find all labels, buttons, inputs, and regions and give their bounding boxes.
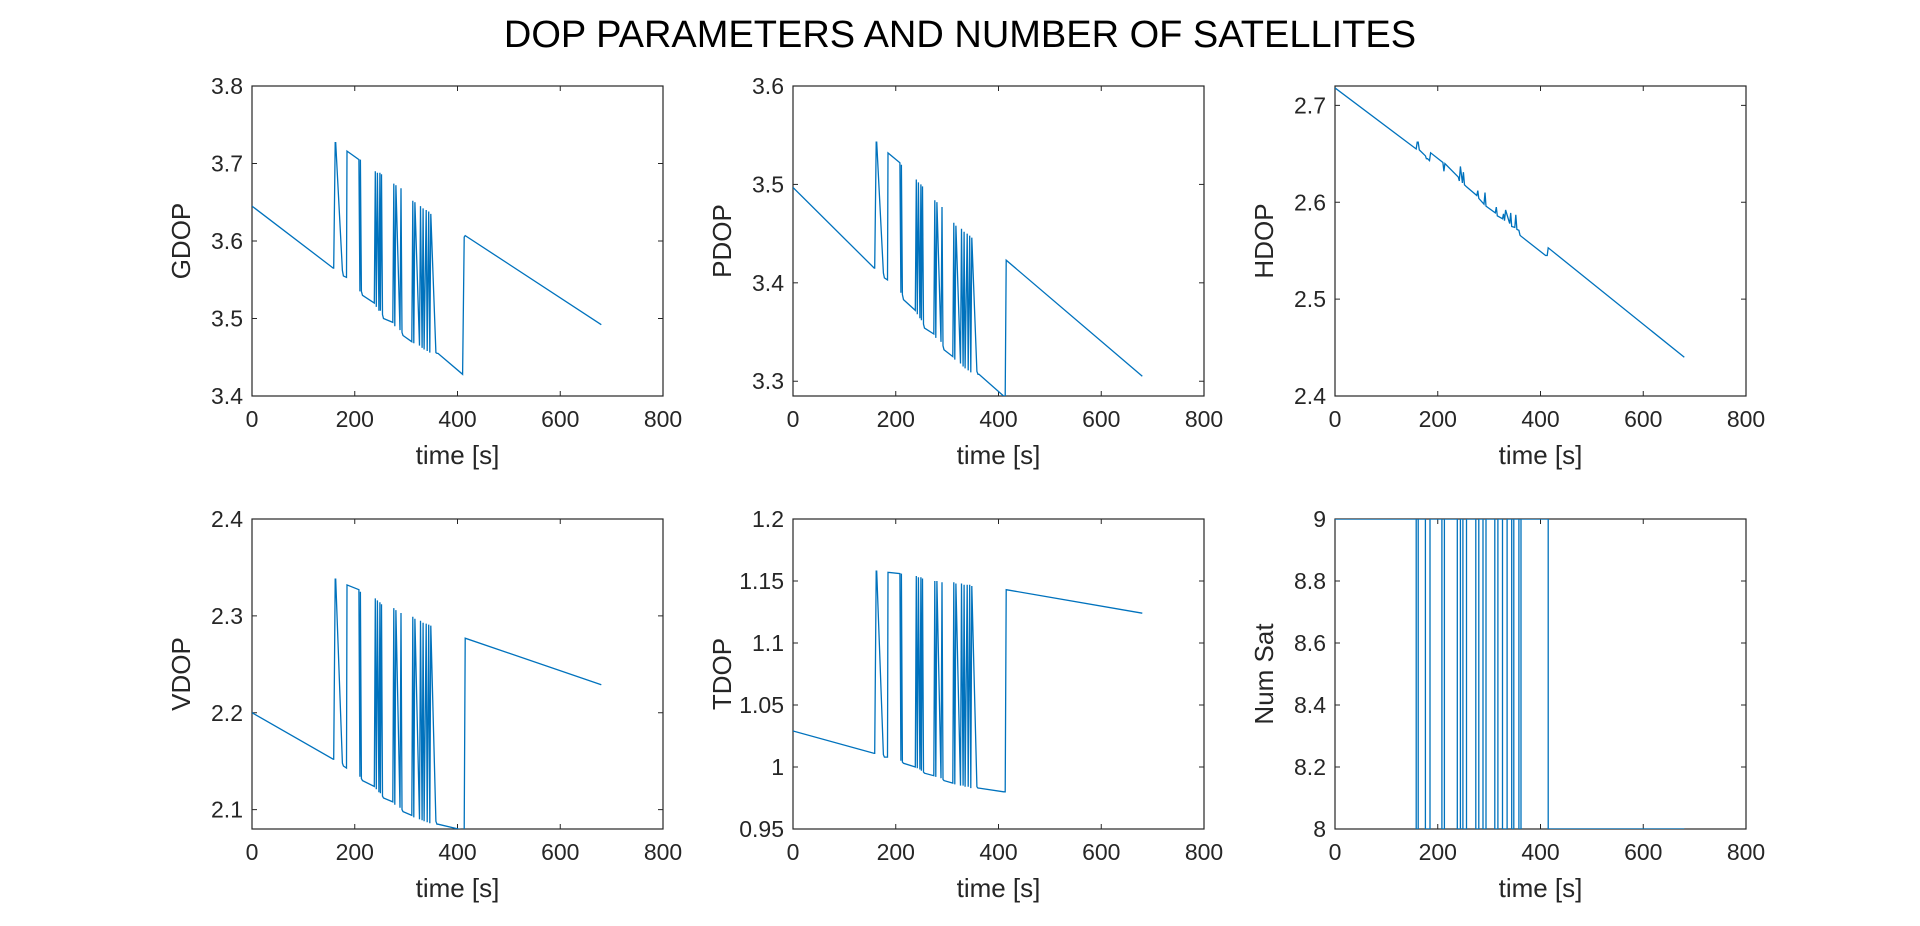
vdop-xtick-label: 800 xyxy=(644,839,682,865)
num-sat-ytick-label: 8.8 xyxy=(1294,568,1326,594)
tdop-ytick-label: 1.15 xyxy=(739,568,784,594)
gdop-xtick-label: 600 xyxy=(541,406,579,432)
vdop-ytick-label: 2.2 xyxy=(211,700,243,726)
vdop-xlabel: time [s] xyxy=(416,873,500,903)
tdop-ytick-label: 1 xyxy=(771,754,784,780)
pdop-series-line xyxy=(793,141,1143,396)
num-sat-xtick-label: 200 xyxy=(1419,839,1457,865)
vdop-ytick-label: 2.1 xyxy=(211,797,243,823)
pdop-xtick-label: 400 xyxy=(979,406,1017,432)
vdop-ytick-label: 2.3 xyxy=(211,603,243,629)
hdop-xlabel: time [s] xyxy=(1499,440,1583,470)
hdop-axes-box xyxy=(1334,85,1747,397)
pdop-ytick-label: 3.6 xyxy=(752,73,784,99)
tdop-ytick-label: 1.2 xyxy=(752,506,784,532)
num-sat-xtick-label: 400 xyxy=(1521,839,1559,865)
gdop-ytick-label: 3.5 xyxy=(211,306,243,332)
gdop-subplot: 0 200 400 600 800 3.4 3.5 3.6 3.7 3.8 time [s] GDOP xyxy=(166,73,682,470)
figure-title: DOP PARAMETERS AND NUMBER OF SATELLITES xyxy=(503,14,1417,56)
pdop-xlabel: time [s] xyxy=(957,440,1041,470)
tdop-xtick-label: 0 xyxy=(787,839,800,865)
num-sat-ytick-label: 9 xyxy=(1313,506,1326,532)
vdop-xtick-label: 600 xyxy=(541,839,579,865)
gdop-ytick-label: 3.4 xyxy=(211,383,243,409)
num-sat-ytick-label: 8 xyxy=(1313,816,1326,842)
hdop-xtick-label: 800 xyxy=(1727,406,1765,432)
vdop-series-line xyxy=(252,578,602,829)
tdop-subplot: 0 200 400 600 800 0.95 1 1.05 1.1 1.15 1.2 time [s]… xyxy=(707,506,1223,903)
gdop-series-line xyxy=(252,141,602,376)
vdop-ylabel: VDOP xyxy=(166,637,196,711)
tdop-axes-box xyxy=(792,518,1205,830)
gdop-xtick-label: 400 xyxy=(438,406,476,432)
tdop-xtick-label: 200 xyxy=(877,839,915,865)
gdop-ytick-label: 3.8 xyxy=(211,73,243,99)
pdop-xtick-label: 600 xyxy=(1082,406,1120,432)
gdop-xlabel: time [s] xyxy=(416,440,500,470)
tdop-xtick-label: 600 xyxy=(1082,839,1120,865)
gdop-xtick-label: 200 xyxy=(336,406,374,432)
gdop-xtick-label: 800 xyxy=(644,406,682,432)
hdop-ylabel: HDOP xyxy=(1249,203,1279,278)
hdop-xtick-label: 200 xyxy=(1419,406,1457,432)
num-sat-subplot: 0 200 400 600 800 8 8.2 8.4 8.6 8.8 9 time [s] Num S… xyxy=(1249,506,1765,903)
hdop-ytick-label: 2.6 xyxy=(1294,189,1326,215)
num-sat-xtick-label: 600 xyxy=(1624,839,1662,865)
pdop-ytick-label: 3.3 xyxy=(752,368,784,394)
tdop-xtick-label: 400 xyxy=(979,839,1017,865)
num-sat-xtick-label: 0 xyxy=(1329,839,1342,865)
pdop-ytick-label: 3.4 xyxy=(752,270,784,296)
gdop-xtick-label: 0 xyxy=(246,406,259,432)
tdop-series-line xyxy=(793,570,1143,793)
tdop-ytick-label: 0.95 xyxy=(739,816,784,842)
vdop-ytick-label: 2.4 xyxy=(211,506,243,532)
gdop-axes-box xyxy=(251,85,664,397)
tdop-xlabel: time [s] xyxy=(957,873,1041,903)
hdop-xtick-label: 0 xyxy=(1329,406,1342,432)
num-sat-ylabel: Num Sat xyxy=(1249,623,1279,725)
num-sat-xlabel: time [s] xyxy=(1499,873,1583,903)
hdop-xtick-label: 600 xyxy=(1624,406,1662,432)
pdop-xtick-label: 0 xyxy=(787,406,800,432)
hdop-ytick-label: 2.7 xyxy=(1294,92,1326,118)
pdop-xtick-label: 800 xyxy=(1185,406,1223,432)
hdop-ytick-label: 2.4 xyxy=(1294,383,1326,409)
tdop-ylabel: TDOP xyxy=(707,638,737,710)
pdop-subplot: 0 200 400 600 800 3.3 3.4 3.5 3.6 time [s] PDOP xyxy=(707,73,1223,470)
vdop-xtick-label: 400 xyxy=(438,839,476,865)
vdop-xtick-label: 0 xyxy=(246,839,259,865)
pdop-ylabel: PDOP xyxy=(707,204,737,278)
gdop-ylabel: GDOP xyxy=(166,203,196,280)
gdop-ytick-label: 3.6 xyxy=(211,228,243,254)
tdop-ytick-label: 1.1 xyxy=(752,630,784,656)
num-sat-ytick-label: 8.2 xyxy=(1294,754,1326,780)
num-sat-axes-box xyxy=(1334,518,1747,830)
vdop-axes-box xyxy=(251,518,664,830)
num-sat-ytick-label: 8.4 xyxy=(1294,692,1326,718)
pdop-xtick-label: 200 xyxy=(877,406,915,432)
num-sat-xtick-label: 800 xyxy=(1727,839,1765,865)
vdop-xtick-label: 200 xyxy=(336,839,374,865)
hdop-series-line xyxy=(1335,87,1685,358)
gdop-ytick-label: 3.7 xyxy=(211,151,243,177)
hdop-xtick-label: 400 xyxy=(1521,406,1559,432)
num-sat-ytick-label: 8.6 xyxy=(1294,630,1326,656)
pdop-axes-box xyxy=(792,85,1205,397)
hdop-subplot: 0 200 400 600 800 2.4 2.5 2.6 2.7 time [s] HDOP xyxy=(1249,85,1765,470)
hdop-ytick-label: 2.5 xyxy=(1294,286,1326,312)
tdop-ytick-label: 1.05 xyxy=(739,692,784,718)
pdop-ytick-label: 3.5 xyxy=(752,171,784,197)
tdop-xtick-label: 800 xyxy=(1185,839,1223,865)
vdop-subplot: 0 200 400 600 800 2.1 2.2 2.3 2.4 time [s] VDOP xyxy=(166,506,682,903)
